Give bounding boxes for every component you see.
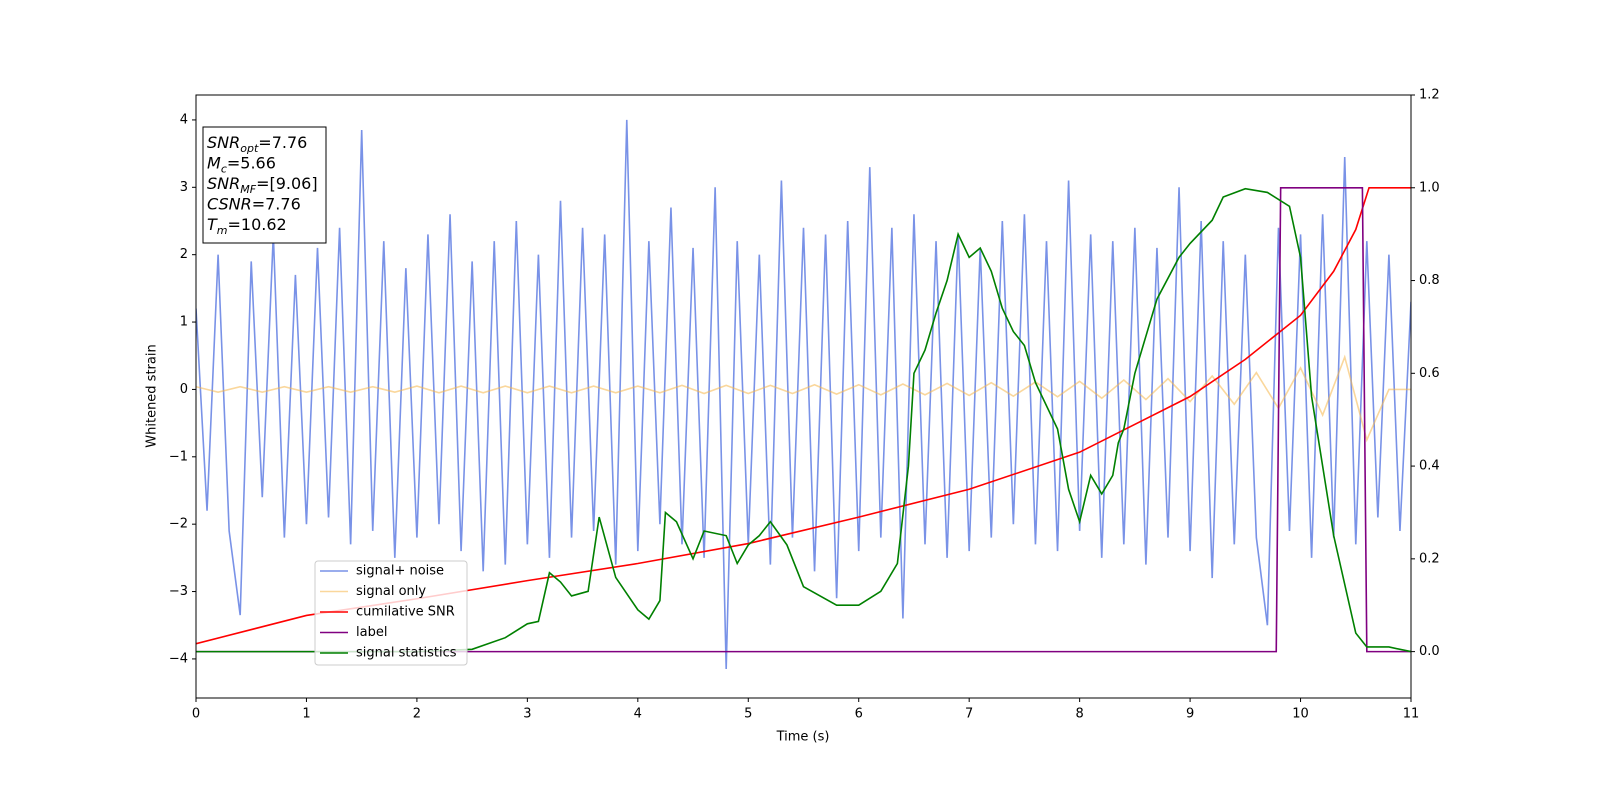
x-tick-label: 3 [523, 707, 531, 722]
y-tick-label: 0 [180, 382, 188, 397]
y-tick-label: −1 [169, 449, 188, 464]
annotation-subscript: opt [240, 142, 259, 155]
annotation: Tm=10.62 [207, 215, 287, 237]
legend-label: cumilative SNR [356, 605, 455, 620]
annotation: CSNR=7.76 [207, 195, 301, 214]
x-tick-label: 0 [192, 707, 200, 722]
annotation-symbol: SNR [207, 133, 240, 152]
annotation-frame [202, 126, 327, 244]
legend: signal+ noise signal only cumilative SNR la… [314, 560, 468, 666]
annotation-subscript: m [217, 224, 228, 237]
y2-tick-label: 0.8 [1419, 273, 1440, 288]
x-tick-label: 4 [634, 707, 642, 722]
x-axis-label: Time (s) [776, 730, 830, 745]
x-tick-label: 11 [1403, 707, 1420, 722]
y-tick-label: −3 [169, 584, 188, 599]
y2-tick-label: 0.4 [1419, 459, 1440, 474]
x-tick-label: 8 [1075, 707, 1083, 722]
x-tick-label: 2 [413, 707, 421, 722]
legend-label: signal statistics [356, 646, 457, 661]
annotation-subscript: MF [240, 183, 256, 196]
annotation-symbol: SNR [207, 174, 240, 193]
x-tick-label: 5 [744, 707, 752, 722]
series-line [196, 186, 1411, 653]
annotation-value: =7.76 [252, 195, 301, 214]
y-tick-label: 2 [180, 247, 188, 262]
y2-tick-label: 0.6 [1419, 366, 1440, 381]
series-line [196, 187, 1411, 653]
y2-tick-label: 1.0 [1419, 180, 1440, 195]
x-tick-label: 1 [302, 707, 310, 722]
annotation: SNRMF=[9.06] [207, 174, 318, 196]
x-tick-label: 7 [965, 707, 973, 722]
annotation-value: =7.76 [258, 133, 307, 152]
series-line [196, 354, 1411, 443]
series-line [196, 119, 1411, 670]
annotation: Mc=5.66 [207, 154, 276, 176]
y-tick-label: 1 [180, 315, 188, 330]
legend-frame [314, 560, 468, 666]
annotation-symbol: T [207, 215, 218, 234]
series-line [196, 186, 1411, 645]
y-tick-label: 3 [180, 180, 188, 195]
annotation-symbol: CSNR [207, 195, 252, 214]
annotation-symbol: M [207, 154, 221, 173]
legend-label: signal only [356, 584, 426, 599]
y2-tick-label: 1.2 [1419, 88, 1440, 103]
annotation-box: SNRopt=7.76Mc=5.66SNRMF=[9.06]CSNR=7.76T… [202, 126, 327, 244]
y-tick-label: 4 [180, 112, 188, 127]
y-axis-label: Whitened strain [145, 344, 160, 447]
annotation-subscript: c [221, 163, 227, 176]
plot-frame [195, 94, 1412, 699]
x-tick-label: 10 [1292, 707, 1309, 722]
annotation-value: =[9.06] [256, 174, 318, 193]
y-tick-label: −4 [169, 651, 188, 666]
y2-tick-label: 0.0 [1419, 644, 1440, 659]
x-tick-label: 9 [1186, 707, 1194, 722]
legend-label: signal+ noise [356, 564, 444, 579]
annotation: SNRopt=7.76 [207, 133, 307, 155]
annotation-value: =10.62 [228, 215, 287, 234]
legend-label: label [356, 625, 387, 640]
y2-tick-label: 0.2 [1419, 551, 1440, 566]
x-tick-label: 6 [855, 707, 863, 722]
annotation-value: =5.66 [227, 154, 276, 173]
y-tick-label: −2 [169, 517, 188, 532]
